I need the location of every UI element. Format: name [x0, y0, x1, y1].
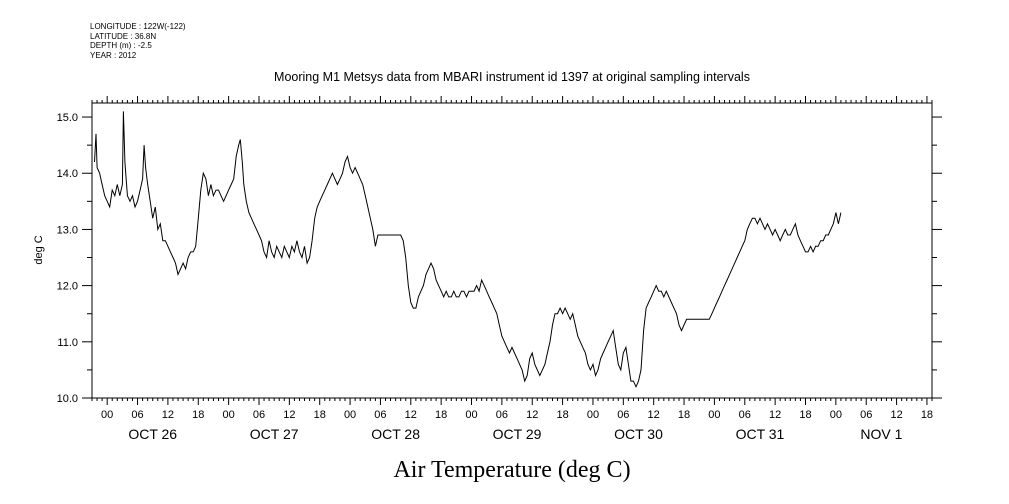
x-tick-label: 06 [739, 409, 751, 421]
day-label: OCT 29 [493, 426, 542, 442]
x-tick-label: 00 [708, 409, 720, 421]
x-tick-label: 18 [435, 409, 447, 421]
metadata-longitude: LONGITUDE : 122W(-122) [90, 22, 186, 31]
day-labels: OCT 26 OCT 27 OCT 28 OCT 29 OCT 30 OCT 31 NOV … [128, 426, 902, 442]
x-tick-label: 12 [648, 409, 660, 421]
day-label: OCT 26 [128, 426, 177, 442]
x-tick-label: 18 [921, 409, 933, 421]
x-tick-label: 18 [799, 409, 811, 421]
x-tick-label: 12 [526, 409, 538, 421]
axis-ticks [82, 96, 942, 405]
x-tick-label: 12 [769, 409, 781, 421]
y-tick-label: 12.0 [57, 281, 78, 293]
series-line-air-temperature [94, 111, 842, 389]
metadata-block: LONGITUDE : 122W(-122) LATITUDE : 36.8N … [90, 22, 186, 60]
x-tick-label: 06 [131, 409, 143, 421]
metadata-year: YEAR : 2012 [90, 50, 137, 60]
metadata-depth: DEPTH (m) : -2.5 [90, 41, 152, 50]
x-axis-label: Air Temperature (deg C) [393, 457, 630, 483]
x-tick-label: 18 [314, 409, 326, 421]
y-tick-label: 15.0 [57, 112, 78, 124]
plot-frame [91, 102, 933, 399]
x-tick-labels: 00 06 12 18 00 06 12 18 00 06 12 18 00 06 12 18 00 06 12 18… [101, 409, 933, 421]
day-label: NOV 1 [860, 426, 902, 442]
y-tick-label: 11.0 [57, 337, 78, 349]
metadata-latitude: LATITUDE : 36.8N [90, 31, 157, 41]
x-tick-label: 00 [465, 409, 477, 421]
x-tick-label: 00 [223, 409, 235, 421]
day-label: OCT 30 [614, 426, 663, 442]
day-label: OCT 28 [371, 426, 420, 442]
day-label: OCT 31 [736, 426, 785, 442]
x-tick-label: 12 [162, 409, 174, 421]
chart-title: Mooring M1 Metsys data from MBARI instru… [274, 70, 750, 84]
y-tick-labels: 10.0 11.0 12.0 13.0 14.0 15.0 [57, 112, 78, 405]
x-tick-label: 06 [617, 409, 629, 421]
y-tick-label: 13.0 [57, 224, 78, 236]
x-tick-label: 00 [344, 409, 356, 421]
series-group [94, 111, 842, 389]
x-tick-label: 06 [860, 409, 872, 421]
y-tick-label: 14.0 [57, 168, 78, 180]
x-tick-label: 18 [556, 409, 568, 421]
day-label: OCT 27 [250, 426, 299, 442]
x-tick-label: 06 [374, 409, 386, 421]
x-tick-label: 00 [587, 409, 599, 421]
y-tick-label: 10.0 [57, 393, 78, 405]
x-tick-label: 06 [496, 409, 508, 421]
y-axis-label: deg C [33, 235, 45, 264]
x-tick-label: 18 [678, 409, 690, 421]
x-tick-label: 12 [405, 409, 417, 421]
x-tick-label: 12 [890, 409, 902, 421]
x-tick-label: 12 [283, 409, 295, 421]
x-tick-label: 18 [192, 409, 204, 421]
x-tick-label: 00 [830, 409, 842, 421]
x-tick-label: 00 [101, 409, 113, 421]
x-tick-label: 06 [253, 409, 265, 421]
